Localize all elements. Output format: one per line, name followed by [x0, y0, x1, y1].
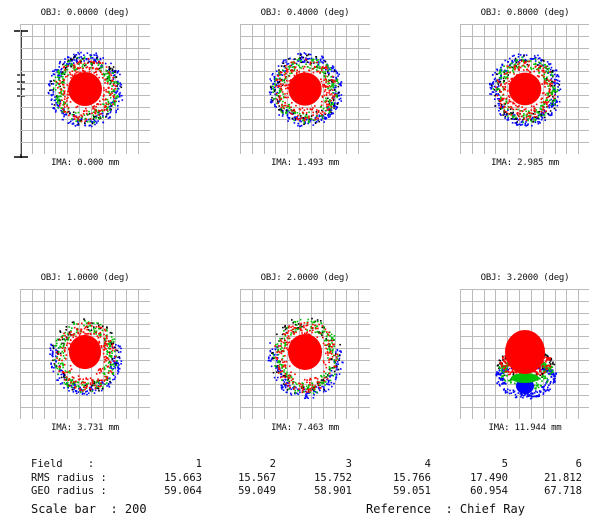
spot-points	[267, 317, 344, 400]
grid	[460, 24, 589, 154]
field-number: 5	[501, 458, 508, 470]
spot-panel-1: OBJ: 0.0000 (deg) IMA: 0.000 mm	[10, 8, 160, 178]
obj-label: OBJ: 0.4000 (deg)	[260, 8, 350, 18]
spot-diagram	[460, 24, 589, 154]
ima-label: IMA: 11.944 mm	[488, 423, 562, 433]
rms-radius-label: RMS radius :	[31, 472, 107, 484]
rms-radius-value: 17.490	[470, 472, 508, 484]
geo-radius-value: 58.901	[314, 485, 352, 497]
obj-label: OBJ: 0.0000 (deg)	[40, 8, 130, 18]
rms-radius-value: 15.567	[238, 472, 276, 484]
obj-label: OBJ: 0.8000 (deg)	[480, 8, 570, 18]
obj-label: OBJ: 1.0000 (deg)	[40, 273, 130, 283]
geo-radius-value: 67.718	[544, 485, 582, 497]
spot-core	[505, 330, 545, 374]
spot-diagram	[20, 24, 150, 154]
spot-statistics: Field : 1 2 3 4 5 6 RMS radius : 15.663 …	[0, 455, 589, 522]
ima-label: IMA: 0.000 mm	[51, 158, 119, 168]
obj-label: OBJ: 3.2000 (deg)	[480, 273, 570, 283]
field-number: 3	[345, 458, 352, 470]
geo-radius-value: 59.049	[238, 485, 276, 497]
geo-radius-value: 60.954	[470, 485, 508, 497]
ima-label: IMA: 3.731 mm	[51, 423, 119, 433]
rms-radius-value: 21.812	[544, 472, 582, 484]
rms-radius-value: 15.766	[393, 472, 431, 484]
geo-radius-value: 59.064	[164, 485, 202, 497]
field-row: Field : 1 2 3 4 5 6	[0, 458, 589, 471]
reference-text: Reference : Chief Ray	[366, 502, 525, 516]
rms-radius-row: RMS radius : 15.663 15.567 15.752 15.766…	[0, 472, 589, 485]
spot-diagram	[460, 289, 589, 419]
field-label: Field :	[31, 458, 95, 470]
ima-label: IMA: 7.463 mm	[271, 423, 339, 433]
field-number: 4	[424, 458, 431, 470]
field-number: 1	[195, 458, 202, 470]
spot-core	[508, 72, 542, 106]
obj-label: OBJ: 2.0000 (deg)	[260, 273, 350, 283]
spot-panel-6: OBJ: 3.2000 (deg) IMA: 11.944 mm	[450, 273, 589, 443]
spot-points	[47, 51, 124, 128]
scale-bar-text: Scale bar : 200	[31, 502, 147, 516]
rms-radius-value: 15.663	[164, 472, 202, 484]
spot-panel-2: OBJ: 0.4000 (deg) IMA: 1.493 mm	[230, 8, 380, 178]
ima-label: IMA: 1.493 mm	[271, 158, 339, 168]
spot-panel-3: OBJ: 0.8000 (deg) IMA: 2.985 mm	[450, 8, 589, 178]
spot-points	[489, 53, 562, 127]
spot-core	[288, 72, 322, 106]
ima-label: IMA: 2.985 mm	[491, 158, 559, 168]
spot-diagram	[240, 24, 370, 154]
spot-panel-4: OBJ: 1.0000 (deg) IMA: 3.731 mm	[10, 273, 160, 443]
spot-panel-5: OBJ: 2.0000 (deg) IMA: 7.463 mm	[230, 273, 380, 443]
footer-row: Scale bar : 200 Reference : Chief Ray	[0, 503, 589, 516]
spot-points	[268, 52, 343, 128]
geo-radius-value: 59.051	[393, 485, 431, 497]
spot-diagram	[20, 289, 150, 419]
geo-radius-row: GEO radius : 59.064 59.049 58.901 59.051…	[0, 485, 589, 498]
geo-radius-label: GEO radius :	[31, 485, 107, 497]
spot-diagram	[240, 289, 370, 419]
spot-points	[49, 318, 123, 396]
spot-core	[68, 72, 102, 106]
spot-core	[288, 334, 322, 370]
rms-radius-value: 15.752	[314, 472, 352, 484]
spot-core	[68, 334, 102, 370]
field-number: 6	[575, 458, 582, 470]
field-number: 2	[269, 458, 276, 470]
